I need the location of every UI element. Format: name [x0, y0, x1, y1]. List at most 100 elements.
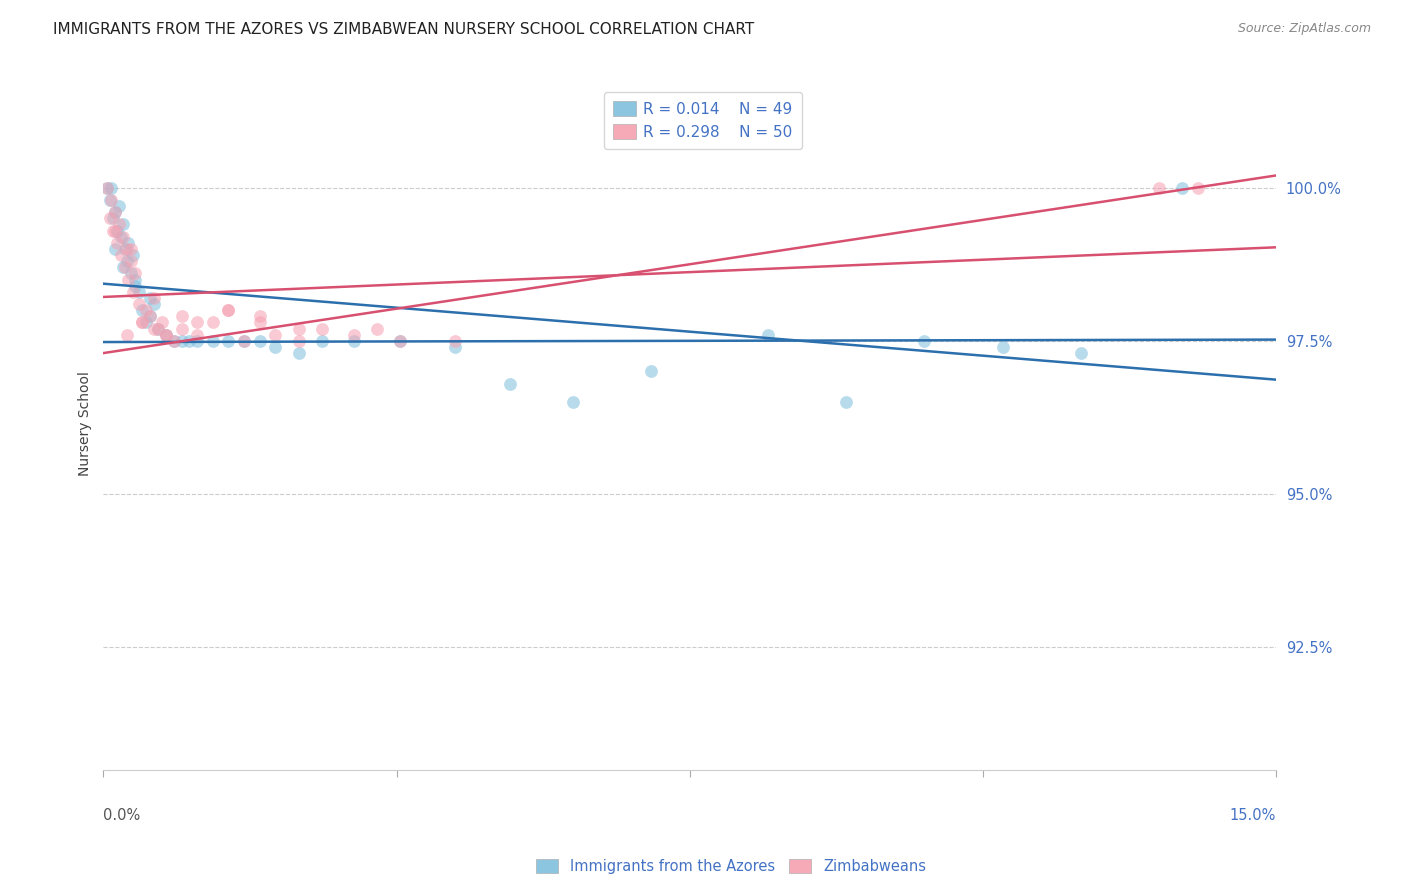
Point: [139, 310, 162, 324]
Point: [249, 334, 271, 348]
Point: [163, 334, 186, 348]
Point: [991, 340, 1014, 354]
Point: [111, 260, 134, 275]
Point: [111, 229, 134, 244]
Point: [1147, 180, 1170, 194]
Point: [117, 235, 139, 250]
Point: [146, 321, 169, 335]
Point: [389, 334, 412, 348]
Text: Source: ZipAtlas.com: Source: ZipAtlas.com: [1237, 22, 1371, 36]
Point: [143, 291, 166, 305]
Point: [186, 327, 208, 342]
Text: 0.0%: 0.0%: [104, 808, 141, 823]
Text: 15.0%: 15.0%: [1230, 808, 1277, 823]
Point: [288, 334, 311, 348]
Point: [264, 340, 287, 354]
Point: [114, 260, 136, 275]
Point: [117, 272, 139, 286]
Point: [108, 218, 131, 232]
Point: [124, 278, 146, 293]
Point: [170, 310, 193, 324]
Point: [143, 297, 166, 311]
Point: [561, 395, 583, 409]
Point: [1070, 346, 1092, 360]
Point: [288, 321, 311, 335]
Text: IMMIGRANTS FROM THE AZORES VS ZIMBABWEAN NURSERY SCHOOL CORRELATION CHART: IMMIGRANTS FROM THE AZORES VS ZIMBABWEAN…: [53, 22, 755, 37]
Point: [115, 327, 138, 342]
Point: [155, 327, 177, 342]
Point: [170, 321, 193, 335]
Point: [131, 315, 153, 329]
Point: [233, 334, 256, 348]
Point: [146, 321, 169, 335]
Point: [249, 315, 271, 329]
Point: [139, 291, 162, 305]
Point: [912, 334, 935, 348]
Point: [139, 310, 162, 324]
Point: [342, 334, 364, 348]
Point: [218, 303, 240, 318]
Point: [756, 327, 779, 342]
Point: [115, 242, 138, 256]
Point: [120, 242, 142, 256]
Point: [143, 321, 166, 335]
Point: [135, 303, 157, 318]
Point: [108, 199, 131, 213]
Point: [233, 334, 256, 348]
Point: [104, 205, 127, 219]
Point: [342, 327, 364, 342]
Point: [186, 315, 208, 329]
Point: [311, 321, 333, 335]
Point: [1171, 180, 1194, 194]
Point: [122, 248, 145, 262]
Point: [288, 346, 311, 360]
Point: [218, 334, 240, 348]
Point: [115, 254, 138, 268]
Point: [96, 180, 118, 194]
Point: [366, 321, 388, 335]
Point: [170, 334, 193, 348]
Point: [201, 315, 224, 329]
Point: [120, 267, 142, 281]
Point: [107, 223, 129, 237]
Point: [264, 327, 287, 342]
Point: [499, 376, 522, 391]
Point: [98, 211, 121, 226]
Point: [163, 334, 186, 348]
Point: [150, 315, 173, 329]
Point: [249, 310, 271, 324]
Point: [389, 334, 412, 348]
Point: [1187, 180, 1209, 194]
Point: [98, 193, 121, 207]
Point: [179, 334, 201, 348]
Point: [104, 242, 127, 256]
Point: [100, 180, 122, 194]
Point: [110, 248, 132, 262]
Legend: Immigrants from the Azores, Zimbabweans: Immigrants from the Azores, Zimbabweans: [530, 854, 932, 880]
Point: [111, 218, 134, 232]
Point: [104, 223, 127, 237]
Point: [444, 334, 467, 348]
Point: [131, 303, 153, 318]
Point: [155, 327, 177, 342]
Point: [124, 267, 146, 281]
Point: [640, 364, 662, 378]
Point: [186, 334, 208, 348]
Point: [135, 315, 157, 329]
Y-axis label: Nursery School: Nursery School: [79, 371, 93, 476]
Point: [128, 285, 150, 299]
Point: [101, 223, 124, 237]
Point: [107, 235, 129, 250]
Point: [835, 395, 858, 409]
Point: [104, 205, 127, 219]
Point: [100, 193, 122, 207]
Point: [110, 229, 132, 244]
Point: [122, 285, 145, 299]
Point: [155, 327, 177, 342]
Point: [101, 211, 124, 226]
Point: [311, 334, 333, 348]
Point: [128, 297, 150, 311]
Point: [131, 315, 153, 329]
Point: [444, 340, 467, 354]
Point: [124, 272, 146, 286]
